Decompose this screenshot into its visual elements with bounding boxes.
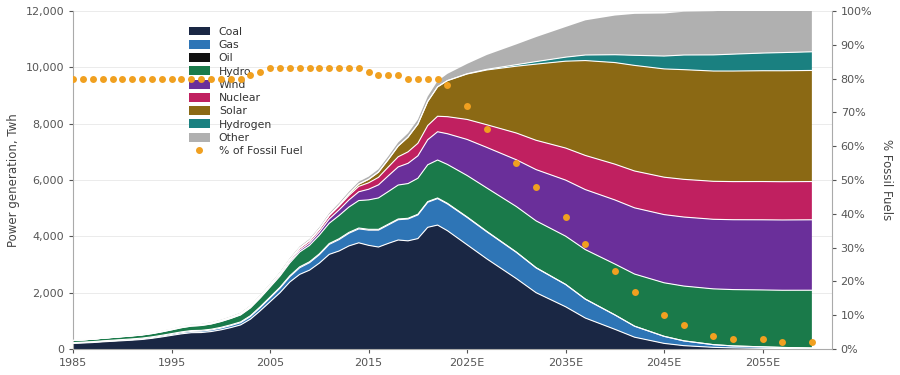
Legend: Coal, Gas, Oil, Hydro, Wind, Nuclear, Solar, Hydrogen, Other, % of Fossil Fuel: Coal, Gas, Oil, Hydro, Wind, Nuclear, So… — [188, 27, 302, 156]
Y-axis label: % Fossil Fuels: % Fossil Fuels — [880, 140, 893, 220]
Y-axis label: Power generation, Twh: Power generation, Twh — [7, 113, 20, 247]
